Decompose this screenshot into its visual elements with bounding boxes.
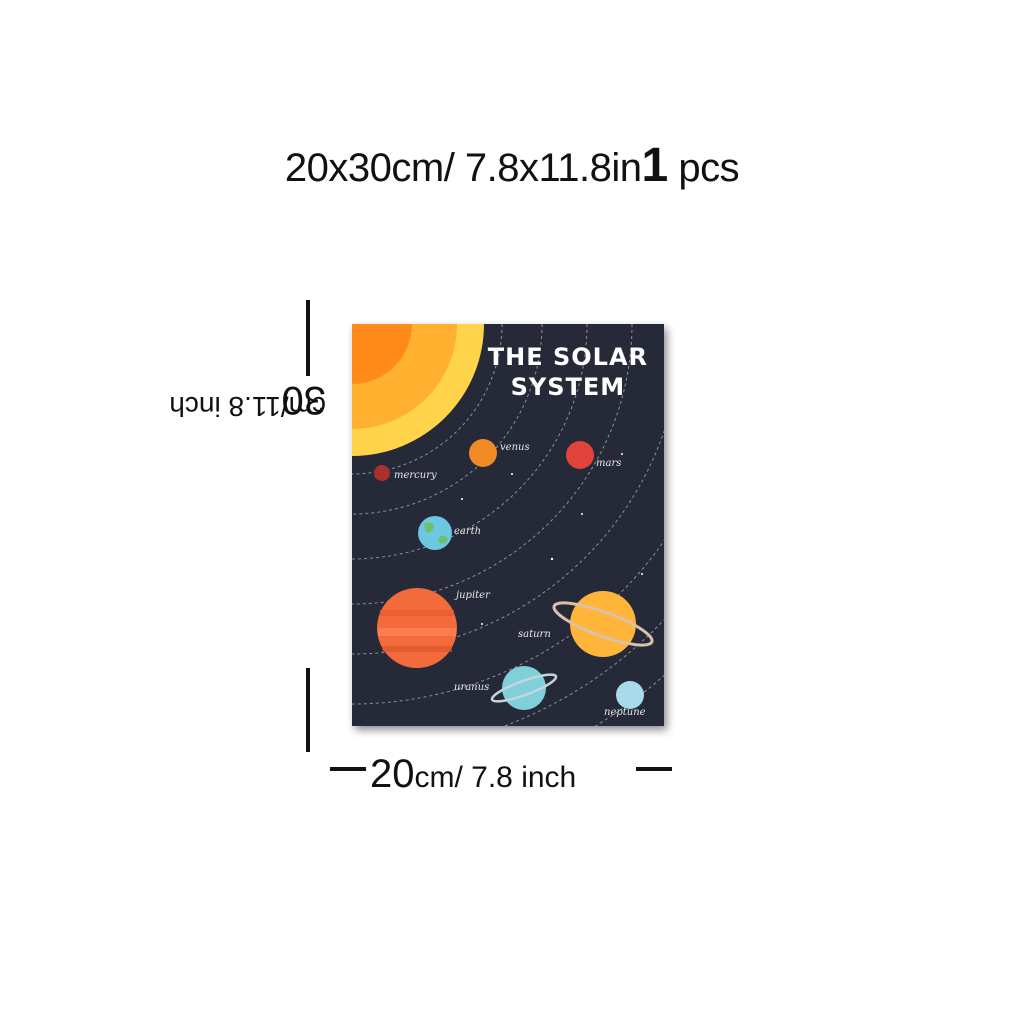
venus-label: venus <box>500 442 530 453</box>
size-rest: x30cm/ 7.8x11.8in <box>328 146 642 190</box>
poster-title-line1: THE SOLAR <box>487 343 648 371</box>
quantity-unit: pcs <box>678 146 740 190</box>
height-rest: cm/11.8 inch <box>169 391 326 422</box>
width-marker-right <box>636 767 672 771</box>
mercury-planet <box>374 465 390 481</box>
height-label: 30 cm/11.8 inch <box>169 378 330 656</box>
height-marker-top <box>306 300 310 376</box>
stars <box>461 453 643 697</box>
jupiter-label: jupiter <box>456 590 490 601</box>
width-marker-left <box>330 767 366 771</box>
mercury-label: mercury <box>394 470 437 481</box>
mars-planet <box>566 441 594 469</box>
saturn-label: saturn <box>518 629 551 640</box>
height-marker-bottom <box>306 668 310 752</box>
size-headline: 20x30cm/ 7.8x11.8in1 pcs <box>0 138 1024 193</box>
earth-planet <box>418 516 452 550</box>
poster-title: THE SOLAR SYSTEM <box>488 342 648 402</box>
quantity-number: 1 <box>641 139 669 192</box>
uranus-label: uranus <box>454 682 490 693</box>
neptune-planet <box>616 681 644 709</box>
poster-artwork <box>352 324 664 726</box>
venus-planet <box>469 439 497 467</box>
mars-label: mars <box>596 458 622 469</box>
jupiter-planet <box>377 588 457 668</box>
width-label: 20cm/ 7.8 inch <box>370 752 576 797</box>
saturn-planet <box>552 591 654 657</box>
uranus-planet <box>490 666 558 710</box>
poster-title-line2: SYSTEM <box>510 373 626 401</box>
width-num: 20 <box>370 752 415 796</box>
earth-label: earth <box>454 526 482 537</box>
neptune-label: neptune <box>604 707 646 718</box>
solar-system-poster: THE SOLAR SYSTEM mercury venus mars eart… <box>352 324 664 726</box>
size-cm-num: 20 <box>284 146 329 190</box>
sun <box>352 324 484 456</box>
width-rest: cm/ 7.8 inch <box>414 761 577 794</box>
